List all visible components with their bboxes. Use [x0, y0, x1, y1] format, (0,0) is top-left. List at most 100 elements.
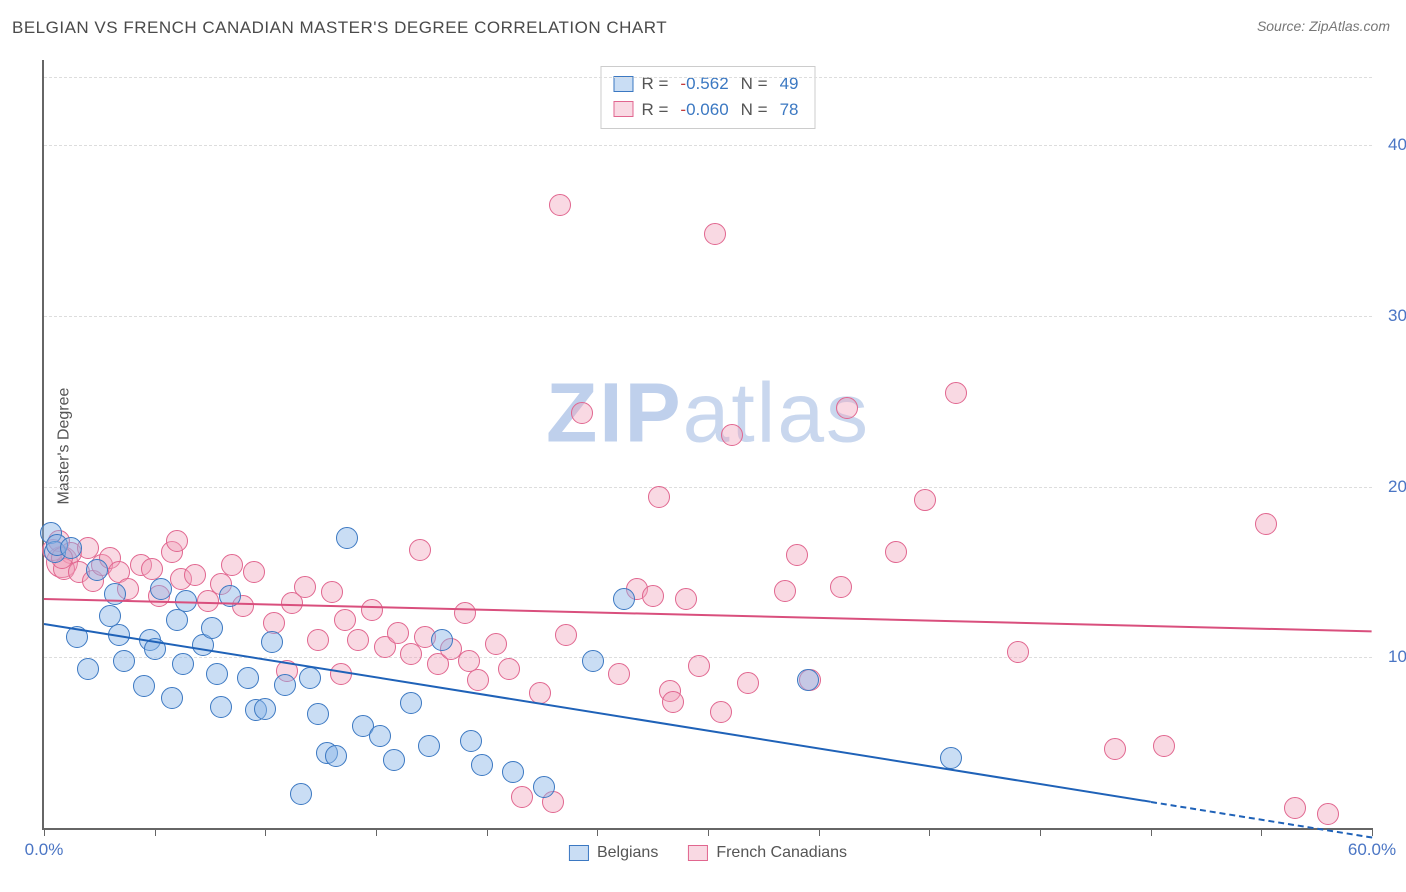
data-point [166, 609, 188, 631]
data-point [261, 631, 283, 653]
data-point [648, 486, 670, 508]
data-point [675, 588, 697, 610]
data-point [688, 655, 710, 677]
data-point [642, 585, 664, 607]
x-tick [929, 828, 930, 836]
data-point [1007, 641, 1029, 663]
x-tick [376, 828, 377, 836]
data-point [325, 745, 347, 767]
data-point [330, 663, 352, 685]
data-point [458, 650, 480, 672]
data-point [184, 564, 206, 586]
data-point [737, 672, 759, 694]
gridline [44, 316, 1372, 317]
x-tick [1372, 828, 1373, 836]
data-point [387, 622, 409, 644]
data-point [1153, 735, 1175, 757]
x-tick-label: 60.0% [1348, 840, 1396, 860]
data-point [336, 527, 358, 549]
data-point [361, 599, 383, 621]
x-tick [819, 828, 820, 836]
data-point [797, 669, 819, 691]
data-point [885, 541, 907, 563]
data-point [274, 674, 296, 696]
gridline [44, 657, 1372, 658]
data-point [836, 397, 858, 419]
data-point [400, 692, 422, 714]
legend-label-belgians: Belgians [597, 844, 658, 862]
x-tick [708, 828, 709, 836]
data-point [206, 663, 228, 685]
data-point [571, 402, 593, 424]
data-point [243, 561, 265, 583]
plot-area: ZIPatlas R = -0.562 N = 49 R = -0.060 N … [42, 60, 1372, 830]
data-point [254, 698, 276, 720]
data-point [1317, 803, 1339, 825]
data-point [786, 544, 808, 566]
data-point [1284, 797, 1306, 819]
data-point [409, 539, 431, 561]
data-point [498, 658, 520, 680]
data-point [221, 554, 243, 576]
data-point [555, 624, 577, 646]
legend-label-french: French Canadians [716, 844, 847, 862]
data-point [113, 650, 135, 672]
x-tick-label: 0.0% [25, 840, 64, 860]
data-point [467, 669, 489, 691]
data-point [210, 696, 232, 718]
data-point [307, 629, 329, 651]
data-point [460, 730, 482, 752]
data-point [369, 725, 391, 747]
data-point [334, 609, 356, 631]
data-point [454, 602, 476, 624]
swatch-belgians-icon [613, 76, 633, 92]
legend-row-french: R = -0.060 N = 78 [613, 97, 802, 123]
data-point [914, 489, 936, 511]
y-tick-label: 40.0% [1378, 135, 1406, 155]
x-tick [597, 828, 598, 836]
data-point [582, 650, 604, 672]
data-point [485, 633, 507, 655]
data-point [662, 691, 684, 713]
legend-row-belgians: R = -0.562 N = 49 [613, 71, 802, 97]
data-point [237, 667, 259, 689]
chart-container: BELGIAN VS FRENCH CANADIAN MASTER'S DEGR… [0, 0, 1406, 892]
x-tick [1261, 828, 1262, 836]
source-label: Source: ZipAtlas.com [1257, 18, 1390, 34]
data-point [945, 382, 967, 404]
data-point [830, 576, 852, 598]
data-point [940, 747, 962, 769]
data-point [299, 667, 321, 689]
correlation-legend: R = -0.562 N = 49 R = -0.060 N = 78 [600, 66, 815, 129]
data-point [774, 580, 796, 602]
y-tick-label: 30.0% [1378, 306, 1406, 326]
data-point [166, 530, 188, 552]
x-tick [487, 828, 488, 836]
data-point [321, 581, 343, 603]
data-point [86, 559, 108, 581]
data-point [172, 653, 194, 675]
data-point [133, 675, 155, 697]
data-point [533, 776, 555, 798]
swatch-belgians-icon [569, 845, 589, 861]
data-point [161, 687, 183, 709]
data-point [347, 629, 369, 651]
data-point [502, 761, 524, 783]
data-point [1255, 513, 1277, 535]
watermark: ZIPatlas [546, 365, 870, 462]
swatch-french-icon [613, 101, 633, 117]
data-point [150, 578, 172, 600]
series-legend: Belgians French Canadians [569, 844, 847, 862]
data-point [290, 783, 312, 805]
data-point [294, 576, 316, 598]
x-tick [44, 828, 45, 836]
y-tick-label: 10.0% [1378, 647, 1406, 667]
x-tick [155, 828, 156, 836]
chart-title: BELGIAN VS FRENCH CANADIAN MASTER'S DEGR… [12, 18, 667, 38]
data-point [549, 194, 571, 216]
data-point [704, 223, 726, 245]
data-point [141, 558, 163, 580]
x-tick [1151, 828, 1152, 836]
gridline [44, 145, 1372, 146]
y-tick-label: 20.0% [1378, 477, 1406, 497]
